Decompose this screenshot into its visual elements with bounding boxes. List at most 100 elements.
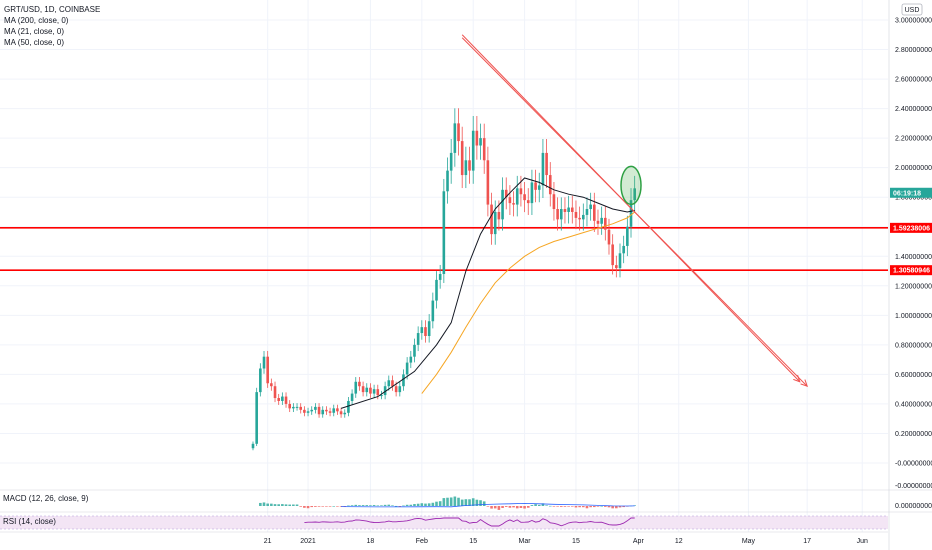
macd-bar xyxy=(420,503,424,506)
candle-body xyxy=(350,393,354,401)
candle-body xyxy=(314,406,317,410)
x-tick-label: Mar xyxy=(519,538,532,545)
candle-body xyxy=(317,406,321,415)
candle-body xyxy=(504,189,508,198)
chart-legend: GRT/USD, 1D, COINBASE MA (200, close, 0)… xyxy=(4,4,100,48)
y-tick-label: 1.00000000 xyxy=(895,313,932,320)
price-badge-text: 1.30580946 xyxy=(893,268,930,275)
candle-body xyxy=(398,386,402,393)
candle-body xyxy=(383,386,387,396)
ma21-legend[interactable]: MA (21, close, 0) xyxy=(4,27,65,36)
candle-body xyxy=(380,395,383,397)
x-tick-label: 18 xyxy=(367,538,375,545)
macd-bar xyxy=(508,506,512,508)
macd-bar xyxy=(288,504,291,506)
y-tick-label: 2.80000000 xyxy=(895,47,932,54)
ma50-legend[interactable]: MA (50, close, 0) xyxy=(4,38,65,47)
macd-bar xyxy=(526,506,530,508)
candle-body xyxy=(251,443,255,449)
candle-body xyxy=(512,203,515,205)
y-tick-label: 2.40000000 xyxy=(895,106,932,113)
candle-body xyxy=(336,408,339,412)
time-axis[interactable]: 21 2021 18 Feb 15 Mar 15 Apr 12 May 17 Jun xyxy=(0,531,888,545)
macd-bar xyxy=(310,506,314,508)
candle-body xyxy=(526,200,530,204)
macd-bar xyxy=(556,506,559,507)
highlight-circle[interactable] xyxy=(620,165,642,206)
x-tick-label: 17 xyxy=(803,538,811,545)
macd-bar xyxy=(358,505,361,506)
y-tick-label: 0.60000000 xyxy=(895,372,932,379)
candle-body xyxy=(255,392,258,444)
candle-body xyxy=(427,321,431,337)
macd-bar xyxy=(376,505,380,507)
macd-bar xyxy=(409,504,413,506)
candle-body xyxy=(295,406,299,408)
macd-bar xyxy=(512,506,515,508)
candle-body xyxy=(438,273,442,280)
macd-bar xyxy=(615,506,618,509)
candle-body xyxy=(270,383,273,387)
macd-bar xyxy=(534,504,537,506)
symbol-title[interactable]: GRT/USD, 1D, COINBASE xyxy=(4,5,101,14)
x-tick-label: Apr xyxy=(633,538,645,545)
candle-body xyxy=(259,368,262,393)
macd-bar xyxy=(457,497,460,506)
macd-bar xyxy=(578,506,581,508)
macd-line xyxy=(341,502,635,508)
rsi-legend[interactable]: RSI (14, close) xyxy=(3,517,56,526)
candle-body xyxy=(442,191,446,274)
candle-body xyxy=(457,123,460,142)
candle-body xyxy=(303,409,306,413)
macd-bar xyxy=(530,505,534,506)
macd-bar xyxy=(270,503,273,506)
macd-bar xyxy=(299,506,303,507)
macd-bar xyxy=(262,502,266,506)
candle-body xyxy=(618,253,622,269)
x-tick-label: 15 xyxy=(469,538,477,545)
macd-bar xyxy=(607,506,611,508)
ma200-legend[interactable]: MA (200, close, 0) xyxy=(4,16,69,25)
macd-bar xyxy=(497,506,501,510)
candle-body xyxy=(299,406,303,410)
candle-body xyxy=(431,300,435,322)
candle-body xyxy=(556,209,559,220)
candle-body xyxy=(585,209,589,215)
macd-pane: -0.00000000 0.00000000 xyxy=(0,483,932,513)
macd-bar xyxy=(295,504,299,506)
macd-bar xyxy=(427,503,431,506)
candle-body xyxy=(611,244,614,266)
macd-legend[interactable]: MACD (12, 26, close, 9) xyxy=(3,494,89,503)
macd-bar xyxy=(424,503,427,506)
macd-bar xyxy=(405,504,409,506)
macd-bar xyxy=(453,496,457,506)
candle-body xyxy=(493,211,497,235)
macd-bar xyxy=(570,506,574,507)
macd-bar xyxy=(537,504,541,506)
trendline-arrowhead xyxy=(800,379,809,388)
macd-bar xyxy=(559,506,563,507)
price-badge-text: 06:19:18 xyxy=(893,190,921,197)
candle-body xyxy=(596,220,600,224)
candle-body xyxy=(545,152,548,176)
macd-bar xyxy=(567,506,570,507)
y-tick-label: 0.80000000 xyxy=(895,342,932,349)
macd-tick-label: 0.00000000 xyxy=(895,503,932,510)
macd-bar xyxy=(398,506,402,507)
y-tick-label: 0.20000000 xyxy=(895,431,932,438)
price-badge xyxy=(890,265,932,276)
candle-body xyxy=(416,333,420,345)
candle-body xyxy=(578,217,581,220)
candle-body xyxy=(281,396,284,401)
macd-bar xyxy=(468,499,471,506)
candle-body xyxy=(582,214,585,220)
candle-body xyxy=(424,327,427,337)
candle-body xyxy=(607,229,611,245)
macd-bar xyxy=(604,506,607,507)
candle-body xyxy=(420,327,424,334)
macd-bar xyxy=(589,506,592,508)
candle-body xyxy=(387,380,391,387)
trendline[interactable] xyxy=(461,37,808,387)
trendlines[interactable] xyxy=(461,34,809,388)
